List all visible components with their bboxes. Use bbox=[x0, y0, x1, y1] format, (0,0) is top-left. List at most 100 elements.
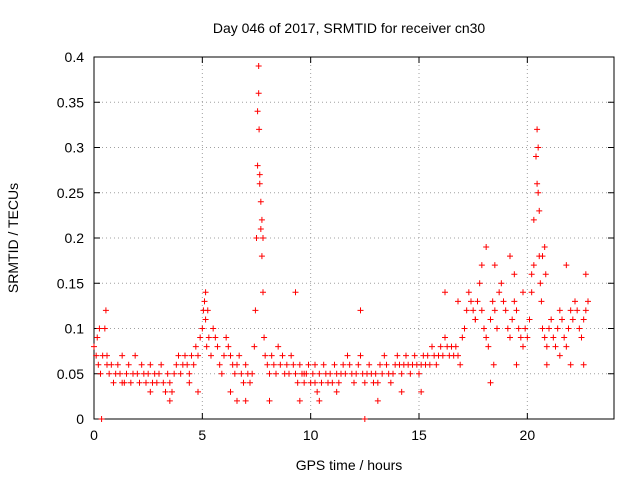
data-point bbox=[203, 289, 209, 295]
data-point bbox=[293, 371, 299, 377]
data-point bbox=[507, 253, 513, 259]
data-point bbox=[267, 371, 273, 377]
grid bbox=[94, 57, 614, 419]
data-point bbox=[189, 353, 195, 359]
data-point bbox=[321, 362, 327, 368]
data-point bbox=[553, 344, 559, 350]
data-point bbox=[284, 362, 290, 368]
data-point bbox=[453, 344, 459, 350]
data-point bbox=[91, 344, 97, 350]
data-point bbox=[306, 362, 312, 368]
y-tick-label: 0.4 bbox=[65, 49, 85, 65]
data-point bbox=[522, 326, 528, 332]
data-point bbox=[542, 244, 548, 250]
data-point bbox=[429, 344, 435, 350]
data-point bbox=[257, 181, 263, 187]
data-point bbox=[124, 371, 130, 377]
data-point bbox=[336, 380, 342, 386]
data-point bbox=[491, 362, 497, 368]
data-point bbox=[477, 280, 483, 286]
data-point bbox=[442, 335, 448, 341]
data-point bbox=[381, 353, 387, 359]
x-tick-label: 20 bbox=[520, 427, 536, 443]
data-point bbox=[329, 380, 335, 386]
data-point bbox=[581, 362, 587, 368]
data-point bbox=[583, 271, 589, 277]
data-point bbox=[516, 326, 522, 332]
data-point bbox=[390, 371, 396, 377]
data-point bbox=[178, 371, 184, 377]
y-tick-label: 0.05 bbox=[57, 366, 84, 382]
data-point bbox=[563, 344, 569, 350]
data-point bbox=[559, 316, 565, 322]
data-point bbox=[540, 253, 546, 259]
data-point bbox=[232, 371, 238, 377]
data-point bbox=[163, 389, 169, 395]
data-point bbox=[147, 362, 153, 368]
data-point bbox=[104, 362, 110, 368]
data-point bbox=[353, 371, 359, 377]
data-point bbox=[206, 335, 212, 341]
data-point bbox=[158, 362, 164, 368]
data-point bbox=[583, 307, 589, 313]
data-point bbox=[260, 235, 266, 241]
data-point bbox=[440, 353, 446, 359]
data-point bbox=[433, 362, 439, 368]
data-point bbox=[247, 380, 253, 386]
data-point bbox=[455, 298, 461, 304]
data-point bbox=[139, 362, 145, 368]
data-point bbox=[572, 298, 578, 304]
data-point bbox=[260, 289, 266, 295]
data-point bbox=[403, 353, 409, 359]
data-point bbox=[277, 362, 283, 368]
data-point bbox=[534, 181, 540, 187]
data-point bbox=[215, 344, 221, 350]
data-point bbox=[557, 353, 563, 359]
data-point bbox=[377, 362, 383, 368]
data-point bbox=[384, 362, 390, 368]
data-point bbox=[254, 235, 260, 241]
data-point bbox=[490, 298, 496, 304]
data-point bbox=[537, 280, 543, 286]
data-point bbox=[540, 326, 546, 332]
data-point bbox=[212, 335, 218, 341]
data-point bbox=[544, 344, 550, 350]
data-point bbox=[468, 298, 474, 304]
data-point bbox=[102, 326, 108, 332]
data-point bbox=[204, 344, 210, 350]
data-point bbox=[176, 353, 182, 359]
data-point bbox=[531, 262, 537, 268]
data-point bbox=[407, 371, 413, 377]
data-point bbox=[255, 108, 261, 114]
y-tick-label: 0.15 bbox=[57, 275, 84, 291]
data-point bbox=[496, 289, 502, 295]
data-point bbox=[520, 289, 526, 295]
data-point bbox=[223, 335, 229, 341]
data-point bbox=[542, 335, 548, 341]
data-point bbox=[379, 371, 385, 377]
data-point bbox=[106, 371, 112, 377]
data-point bbox=[316, 398, 322, 404]
data-point bbox=[334, 389, 340, 395]
data-point bbox=[104, 353, 110, 359]
data-point bbox=[483, 244, 489, 250]
data-point bbox=[327, 371, 333, 377]
data-point bbox=[293, 289, 299, 295]
data-point bbox=[312, 362, 318, 368]
data-point bbox=[485, 344, 491, 350]
data-point bbox=[355, 362, 361, 368]
x-tick-label: 10 bbox=[303, 427, 319, 443]
data-point bbox=[550, 335, 556, 341]
data-point bbox=[312, 380, 318, 386]
data-point bbox=[314, 389, 320, 395]
data-point bbox=[126, 362, 132, 368]
data-point bbox=[261, 335, 267, 341]
data-point bbox=[193, 344, 199, 350]
data-point bbox=[579, 335, 585, 341]
data-point bbox=[137, 380, 143, 386]
data-point bbox=[568, 362, 574, 368]
data-point bbox=[251, 344, 257, 350]
data-point bbox=[520, 344, 526, 350]
data-point bbox=[228, 353, 234, 359]
data-point bbox=[271, 362, 277, 368]
